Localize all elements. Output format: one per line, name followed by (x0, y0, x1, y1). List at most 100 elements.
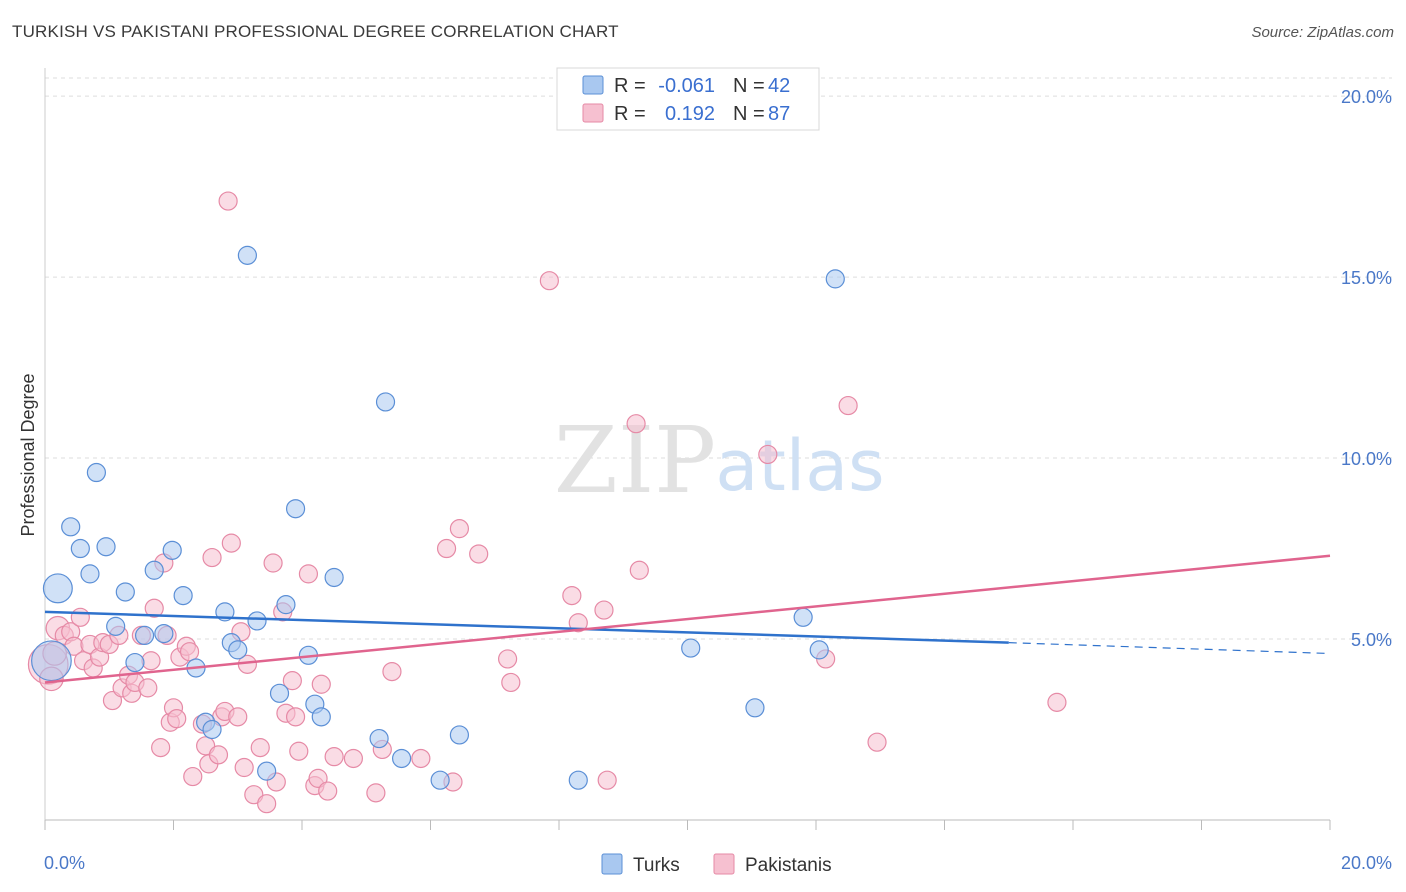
chart-title: TURKISH VS PAKISTANI PROFESSIONAL DEGREE… (12, 22, 619, 41)
y-axis-tick-labels: 5.0% 10.0% 15.0% 20.0% (1341, 87, 1392, 650)
turks-point-23 (257, 761, 277, 781)
legend-r-label-turks: R = (614, 75, 646, 97)
pakistanis-point-29 (167, 709, 187, 729)
series-legend: Turks Pakistanis (601, 853, 832, 876)
turks-point-8 (115, 582, 135, 602)
y-axis-label: Professional Degree (18, 373, 38, 536)
turks-point-40 (809, 640, 829, 660)
y-tick-label-10: 10.0% (1341, 449, 1392, 469)
pakistanis-point-21 (138, 678, 158, 698)
pakistanis-point-38 (208, 745, 229, 765)
watermark-atlas: atlas (715, 425, 884, 507)
y-tick-label-5: 5.0% (1351, 630, 1392, 650)
pakistanis-point-32 (179, 642, 200, 662)
turks-point-10 (134, 625, 155, 646)
turks-point-38 (745, 698, 765, 718)
legend-r-value-pakistanis: 0.192 (665, 103, 715, 125)
x-axis-ticks (44, 820, 1331, 830)
pakistanis-point-57 (298, 564, 319, 584)
bottom-legend-swatch-turks (601, 853, 623, 875)
legend-swatch-turks (582, 75, 604, 95)
pakistanis-point-42 (221, 533, 241, 553)
legend-swatch-pakistanis (582, 103, 604, 123)
bottom-legend-pakistanis: Pakistanis (745, 855, 832, 876)
pakistanis-point-24 (151, 738, 171, 758)
pakistanis-point-60 (311, 674, 331, 694)
pakistanis-point-63 (343, 748, 363, 769)
pakistanis-point-43 (228, 707, 248, 727)
legend-n-label-turks: N = (733, 75, 765, 97)
turks-point-4 (80, 564, 100, 584)
pakistanis-point-66 (382, 661, 402, 682)
legend-r-label-pakistanis: R = (614, 103, 646, 125)
pakistanis-point-68 (436, 538, 457, 559)
pakistanis-point-76 (568, 613, 588, 633)
pakistanis-point-73 (501, 672, 521, 693)
pakistanis-point-48 (250, 738, 270, 758)
pakistanis-points (27, 191, 1067, 814)
turks-point-26 (285, 499, 306, 519)
pakistanis-point-77 (594, 600, 614, 620)
turks-point-24 (269, 683, 290, 703)
pakistanis-point-83 (838, 395, 858, 416)
pakistanis-point-14 (102, 690, 123, 711)
correlation-legend: R = -0.061 N = 42 R = 0.192 N = 87 (556, 67, 820, 131)
turks-point-13 (162, 540, 182, 560)
pakistanis-point-78 (597, 770, 617, 790)
bottom-legend-turks: Turks (633, 855, 680, 876)
legend-n-label-pakistanis: N = (733, 103, 765, 125)
pakistanis-point-33 (183, 766, 203, 787)
pakistanis-point-70 (449, 519, 470, 539)
pakistanis-point-67 (411, 748, 431, 769)
turks-point-5 (86, 462, 107, 483)
pakistanis-point-79 (626, 414, 646, 434)
pakistanis-point-45 (234, 757, 254, 778)
turks-point-36 (568, 770, 588, 790)
turks-point-29 (311, 707, 331, 727)
legend-r-value-turks: -0.061 (658, 75, 715, 97)
y-tick-label-15: 15.0% (1341, 268, 1392, 288)
turks-trend-line (44, 610, 1009, 644)
turks-point-25 (276, 595, 296, 615)
y-tick-label-20: 20.0% (1341, 87, 1392, 107)
turks-point-1 (42, 573, 73, 604)
turks-point-6 (96, 537, 116, 557)
turks-point-7 (106, 616, 126, 636)
turks-point-41 (825, 269, 845, 289)
x-tick-label-0: 0.0% (44, 853, 85, 873)
pakistanis-point-85 (1047, 692, 1067, 712)
pakistanis-point-56 (289, 741, 309, 761)
pakistanis-point-7 (70, 607, 90, 627)
trend-lines (44, 554, 1331, 684)
turks-point-2 (61, 517, 81, 537)
legend-n-value-turks: 42 (768, 75, 790, 97)
turks-point-20 (228, 640, 248, 660)
pakistanis-point-71 (469, 544, 489, 564)
turks-point-21 (237, 245, 257, 265)
pakistanis-point-81 (758, 444, 778, 465)
turks-point-22 (247, 611, 267, 631)
pakistanis-point-37 (202, 547, 222, 568)
pakistanis-point-22 (141, 651, 161, 671)
turks-point-35 (449, 725, 470, 745)
pakistanis-point-74 (539, 271, 559, 291)
turks-trend-line-extension (1008, 642, 1331, 655)
bottom-legend-swatch-pakistanis (713, 853, 735, 875)
pakistanis-point-80 (629, 560, 649, 580)
pakistanis-trend-line (44, 554, 1331, 684)
turks-point-11 (144, 560, 164, 580)
turks-point-30 (324, 567, 344, 588)
turks-point-17 (202, 719, 222, 740)
legend-n-value-pakistanis: 87 (768, 103, 790, 125)
pakistanis-point-50 (263, 553, 283, 573)
turks-point-37 (681, 638, 701, 658)
turks-point-31 (369, 728, 389, 749)
x-tick-label-20: 20.0% (1341, 853, 1392, 873)
pakistanis-point-41 (218, 191, 238, 211)
turks-point-9 (125, 652, 145, 673)
pakistanis-point-64 (366, 783, 386, 803)
turks-point-39 (793, 607, 813, 627)
turks-point-32 (375, 392, 396, 412)
turks-point-3 (70, 538, 90, 559)
turks-point-14 (173, 585, 193, 606)
